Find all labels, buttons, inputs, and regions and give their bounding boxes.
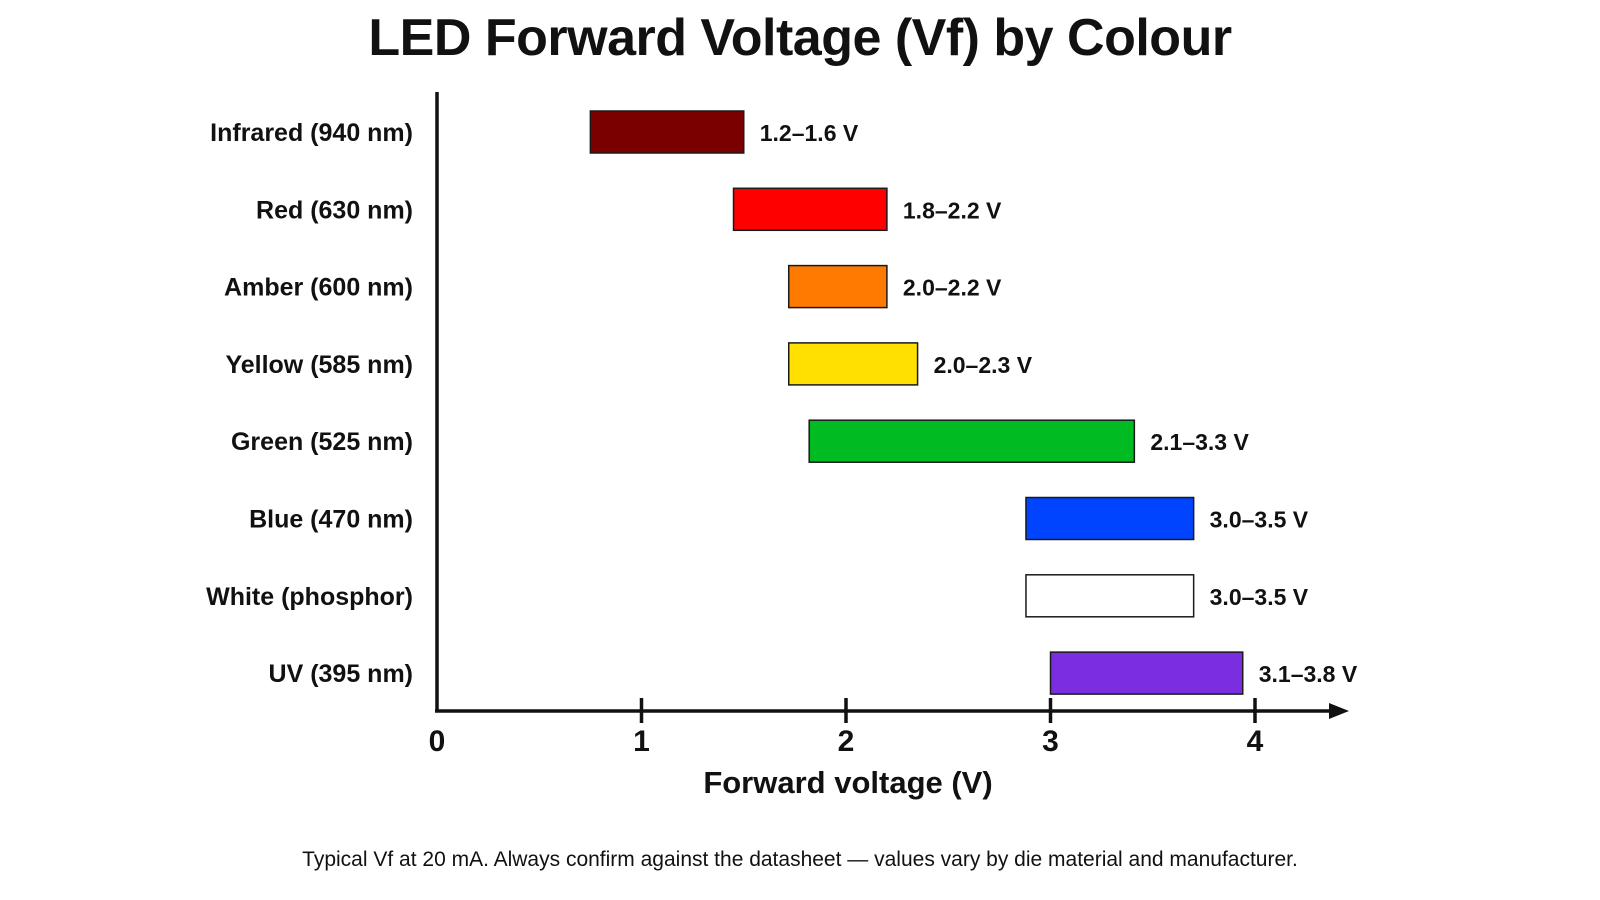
value-label-amber: 2.0–2.2 V: [903, 275, 1002, 301]
x-tick-label-0: 0: [429, 725, 446, 758]
value-label-green: 2.1–3.3 V: [1150, 429, 1249, 455]
category-label-yellow: Yellow (585 nm): [225, 351, 413, 379]
bar-amber: [787, 264, 888, 309]
value-label-infrared: 1.2–1.6 V: [760, 120, 859, 146]
value-label-white: 3.0–3.5 V: [1210, 584, 1309, 610]
bar-infrared: [589, 110, 745, 154]
bar-white: [1025, 574, 1195, 618]
chart-footnote: Typical Vf at 20 mA. Always confirm agai…: [302, 848, 1298, 871]
chart-title: LED Forward Voltage (Vf) by Colour: [368, 9, 1232, 67]
bar-red: [732, 187, 888, 232]
bar-blue: [1025, 496, 1195, 541]
x-tick-label-2: 2: [838, 725, 855, 758]
bar-green: [808, 419, 1136, 463]
category-label-infrared: Infrared (940 nm): [210, 119, 413, 147]
value-label-red: 1.8–2.2 V: [903, 197, 1002, 223]
x-tick-label-1: 1: [633, 725, 650, 758]
category-label-amber: Amber (600 nm): [224, 274, 413, 302]
x-axis-title: Forward voltage (V): [703, 765, 992, 800]
x-tick-label-3: 3: [1042, 725, 1059, 758]
category-label-white: White (phosphor): [206, 583, 413, 611]
x-tick-label-4: 4: [1247, 725, 1264, 758]
value-label-yellow: 2.0–2.3 V: [934, 352, 1033, 378]
category-label-uv: UV (395 nm): [269, 660, 413, 688]
value-label-uv: 3.1–3.8 V: [1259, 661, 1358, 687]
category-label-green: Green (525 nm): [231, 428, 413, 456]
category-label-blue: Blue (470 nm): [249, 506, 413, 534]
x-axis-arrow-icon: [1329, 703, 1349, 719]
bar-yellow: [787, 342, 919, 386]
value-label-blue: 3.0–3.5 V: [1210, 507, 1309, 533]
bar-uv: [1049, 651, 1244, 695]
category-label-red: Red (630 nm): [256, 196, 413, 224]
